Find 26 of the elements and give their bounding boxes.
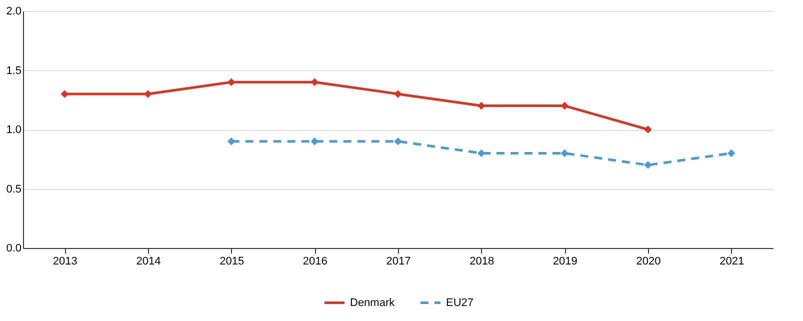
x-tick-label: 2013 — [52, 256, 78, 268]
x-tick-label: 2018 — [470, 256, 494, 268]
point — [727, 149, 736, 158]
y-tick-label: 1.5 — [6, 64, 22, 77]
y-tick-label: 2.0 — [6, 6, 22, 18]
legend-label: Denmark — [350, 296, 396, 309]
y-tick-label: 0.0 — [6, 242, 22, 254]
x-tick-label: 2019 — [552, 256, 578, 268]
point — [394, 137, 402, 146]
point — [560, 149, 569, 158]
point — [227, 78, 236, 86]
point — [310, 78, 319, 86]
y-tick-label: 1.0 — [6, 124, 22, 136]
x-tick-label: 2015 — [220, 256, 244, 268]
x-tick-label: 2017 — [386, 256, 411, 268]
x-tick-label: 2016 — [302, 256, 328, 268]
y-tick-label: 0.5 — [6, 183, 22, 196]
point — [144, 90, 152, 98]
x-tick-label: 2014 — [136, 256, 161, 268]
x-tick-label: 2021 — [720, 256, 744, 268]
point — [227, 137, 236, 146]
x-tick-label: 2020 — [636, 256, 661, 268]
legend-label: EU27 — [446, 296, 474, 309]
point — [644, 126, 652, 134]
point — [644, 161, 652, 169]
point — [394, 90, 402, 98]
